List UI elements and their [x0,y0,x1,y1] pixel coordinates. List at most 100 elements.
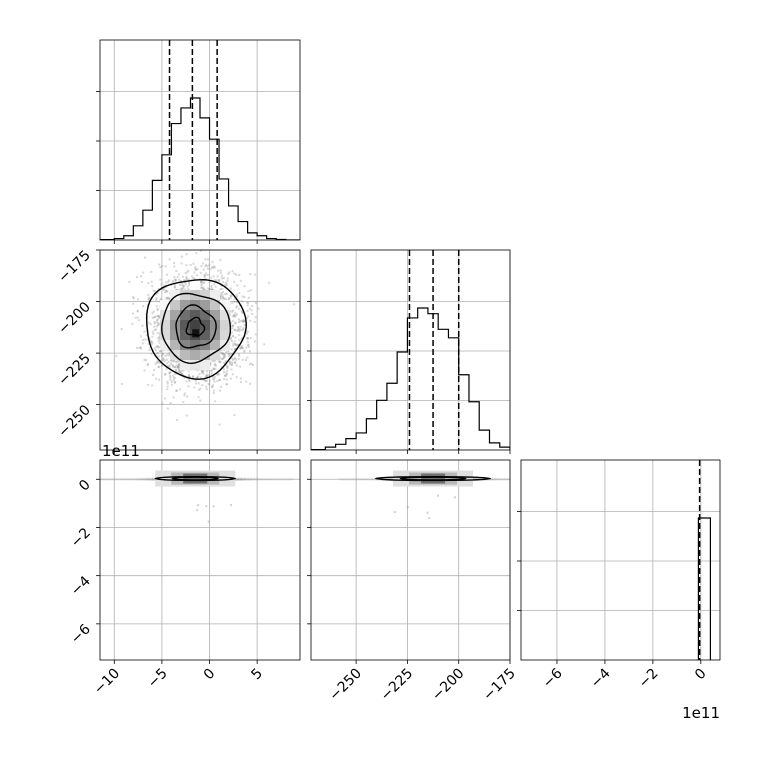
sample-point [246,330,249,333]
sample-point [221,296,224,299]
sample-point [211,266,214,269]
sample-point [155,328,157,331]
sample-point [235,293,238,296]
sample-point [193,271,196,274]
sample-point [151,316,154,319]
sample-point [182,286,185,289]
band-cell [371,477,375,481]
band-cell [367,477,372,481]
sample-point [135,346,138,349]
sample-point [211,288,214,291]
sample-point [183,285,186,288]
sample-point [147,282,150,284]
sample-point [235,344,238,347]
sample-point [185,253,188,256]
sample-point [120,328,123,331]
sample-point [214,362,217,365]
sample-point [169,402,172,404]
sample-point [232,353,235,356]
x-tick-label: −10 [91,666,123,698]
sample-point [174,279,177,282]
sample-point [165,296,168,299]
x-tick-label: 5 [248,666,266,684]
panel-content [697,460,712,660]
sample-point [211,369,214,372]
sample-point [218,389,221,392]
sample-point [225,378,228,381]
band-cell [136,477,140,481]
sample-point [238,307,241,310]
sample-point [216,379,219,382]
sample-point [231,359,234,362]
sample-point [164,265,167,268]
sample-point [173,262,176,265]
sample-point [143,358,146,361]
sample-point [234,298,237,300]
sample-point [254,302,257,304]
density-cell [180,360,191,371]
sample-point [173,276,176,279]
density-cell [180,300,191,311]
sample-point [201,370,203,373]
sample-point [238,292,241,295]
sample-point [236,295,238,298]
sample-point [240,338,243,341]
band-cell [276,477,281,481]
sample-point [204,375,207,378]
sample-point [242,328,245,331]
sample-point [157,355,160,358]
x-tick-label: −5 [145,666,171,692]
sample-point [268,281,271,284]
sample-point [166,382,169,385]
sample-point [183,279,186,281]
sample-point [188,284,191,286]
sample-point [229,287,232,290]
sample-point [202,262,204,265]
sample-point [210,276,213,279]
sample-point [197,504,200,507]
sample-point [187,288,190,291]
sample-point [185,414,188,417]
density-cell [200,300,211,311]
sample-point [150,280,153,283]
sample-point [219,271,222,274]
sample-point [233,300,236,303]
sample-point [203,288,205,291]
y-tick-label: −250 [55,402,94,441]
sample-point [184,272,187,275]
sample-point [176,276,179,278]
sample-point [178,278,181,281]
sample-point [143,330,146,333]
sample-point [186,285,189,288]
sample-point [157,314,160,317]
sample-point [157,361,160,364]
sample-point [179,388,182,391]
sample-point [157,322,160,324]
sample-point [173,286,176,289]
sample-point [168,298,171,301]
sample-point [184,281,187,284]
sample-point [237,327,240,330]
sample-point [212,368,215,370]
density-cell [170,340,181,351]
density-cell [170,320,181,331]
density-cell [210,310,221,321]
sample-point [143,369,146,372]
panel-content [100,40,300,240]
sample-point [249,319,252,322]
band-cell [260,477,265,481]
x-offset-text: 1e11 [682,704,720,722]
density-cell [421,473,446,484]
sample-point [169,376,172,379]
sample-point [239,279,242,282]
sample-point [148,349,151,351]
density-cell [210,350,221,361]
sample-point [158,366,161,369]
sample-point [210,284,213,287]
panel-2-0 [96,459,301,664]
sample-point [206,258,209,261]
sample-point [160,359,163,362]
sample-point [203,276,206,279]
sample-point [186,271,189,273]
x-tick-label: 0 [692,666,710,684]
